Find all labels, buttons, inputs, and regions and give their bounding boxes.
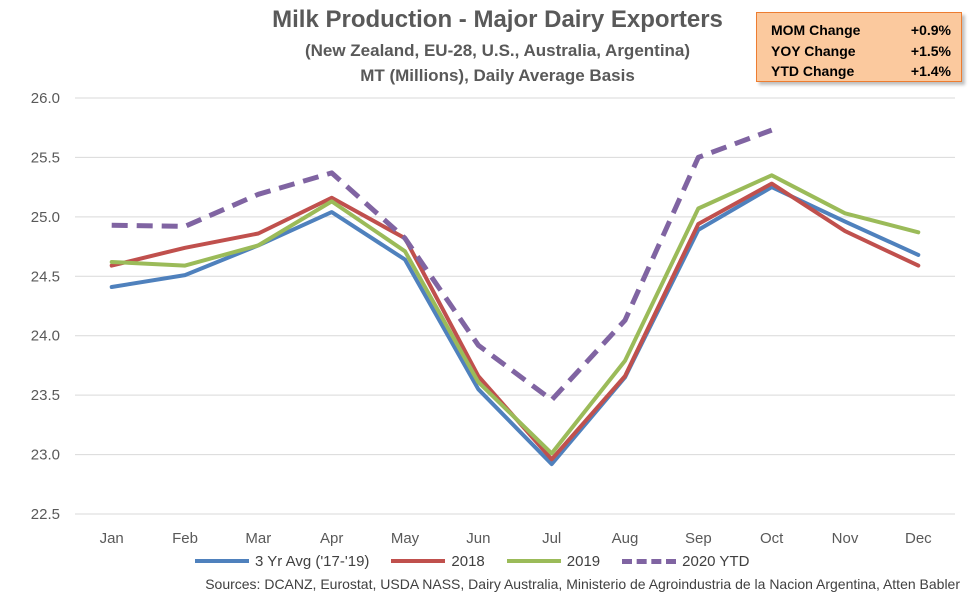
series-line-3 [109,173,921,456]
y-tick-label: 24.5 [31,268,60,285]
y-tick-label: 24.0 [31,328,60,345]
x-tick-label: Feb [172,530,198,547]
x-tick-label: Nov [832,530,859,547]
legend-item-3yr-avg: 3 Yr Avg ('17-'19) [195,553,369,570]
legend-item-2020-ytd: 2020 YTD [622,553,749,570]
x-tick-label: May [391,530,420,547]
y-tick-label: 25.5 [31,149,60,166]
chart-title: Milk Production - Major Dairy Exporters [272,6,723,33]
x-tick-label: Aug [612,530,639,547]
y-tick-label: 26.0 [31,90,60,107]
series-line-4 [111,127,773,403]
stat-value: +1.5% [910,42,951,59]
y-tick-label: 22.5 [31,506,60,523]
legend-label: 3 Yr Avg ('17-'19) [255,552,370,570]
x-tick-label: Apr [320,530,343,547]
chart-subtitle-2: MT (Millions), Daily Average Basis [360,66,635,85]
legend-label: 2019 [566,552,601,570]
x-tick-label: Sep [685,530,712,547]
chart-legend: 3 Yr Avg ('17-'19) 2018 2019 2020 YTD [195,549,771,573]
x-tick-label: Jan [100,530,124,547]
y-tick-label: 23.0 [31,447,60,464]
legend-swatch [391,559,446,563]
source-note: Sources: DCANZ, Eurostat, USDA NASS, Dai… [205,576,960,592]
legend-item-2019: 2019 [506,552,601,570]
stat-row-mom: MOM Change +0.9% [771,20,951,41]
stat-value: +0.9% [910,22,951,38]
stat-row-yoy: YOY Change +1.5% [771,41,951,62]
chart-subtitle-1: (New Zealand, EU-28, U.S., Australia, Ar… [304,41,691,60]
series-line-1 [109,185,921,467]
legend-label: 2020 YTD [682,552,750,570]
stat-label: YTD Change [771,63,855,79]
stats-box: MOM Change +0.9% YOY Change +1.5% YTD Ch… [756,12,962,82]
legend-swatch [622,558,677,564]
x-tick-label: Mar [245,530,271,547]
stat-label: MOM Change [771,22,861,38]
legend-label: 2018 [451,552,485,570]
gridlines [75,97,955,515]
stat-value: +1.4% [910,63,951,79]
x-axis-ticks: Jan Feb Mar Apr May Jun Jul Aug Sep Oct Nov Dec [100,530,933,547]
stat-label: YOY Change [771,42,856,59]
legend-swatch [506,559,561,563]
x-tick-label: Jun [466,530,490,547]
legend-item-2018: 2018 [391,552,485,570]
x-tick-label: Oct [760,530,784,547]
legend-swatch [195,559,249,563]
x-tick-label: Jul [542,530,561,547]
x-tick-label: Dec [905,530,932,547]
stat-row-ytd: YTD Change +1.4% [771,61,951,82]
y-tick-label: 25.0 [31,209,60,226]
y-axis-ticks: 26.0 25.5 25.0 24.5 24.0 23.5 23.0 22.5 [31,90,60,523]
series-lines [109,127,921,467]
y-tick-label: 23.5 [31,387,60,404]
